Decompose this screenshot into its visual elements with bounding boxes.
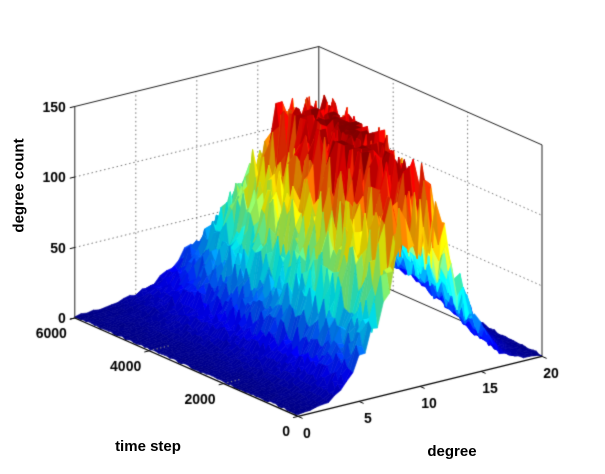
x-axis-label: degree — [427, 443, 477, 460]
y-axis-label: time step — [115, 438, 181, 455]
z-axis-label: degree count — [10, 138, 28, 233]
